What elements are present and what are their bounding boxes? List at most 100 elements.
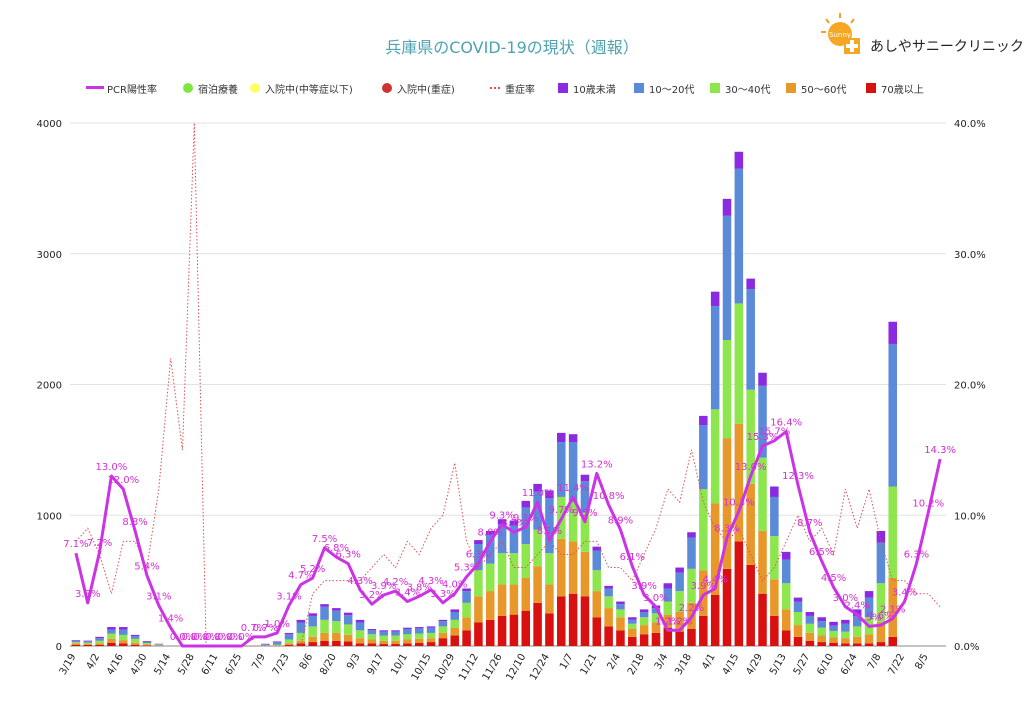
- bar-segment: [722, 438, 732, 569]
- pcr-data-label: 3.2%: [359, 590, 384, 601]
- pcr-data-label: 3.3%: [430, 589, 455, 600]
- bar-segment: [592, 550, 602, 571]
- pcr-data-label: 4.4%: [702, 574, 727, 585]
- bar-segment: [533, 529, 542, 567]
- bar-segment: [391, 644, 400, 646]
- bar-segment: [699, 615, 708, 646]
- bar-segment: [130, 634, 140, 637]
- bar-segment: [367, 629, 377, 631]
- bar-segment: [841, 638, 850, 644]
- bar-segment: [438, 638, 448, 646]
- pcr-data-label: 4.2%: [383, 577, 408, 588]
- bar-segment: [142, 641, 152, 643]
- bar-segment: [379, 644, 388, 646]
- pcr-data-label: 8.1%: [537, 526, 562, 537]
- y-tick-left: 2000: [37, 381, 62, 392]
- bar-segment: [604, 588, 613, 597]
- bar-segment: [770, 486, 779, 497]
- bar-segment: [710, 595, 720, 646]
- bar-segment: [639, 612, 649, 618]
- bar-segment: [675, 612, 684, 632]
- bar-segment: [710, 291, 720, 307]
- bar-segment: [616, 617, 625, 631]
- legend-swatch: [866, 83, 876, 93]
- bar-segment: [852, 636, 862, 644]
- bar-segment: [119, 627, 128, 630]
- bar-segment: [83, 640, 93, 642]
- pcr-data-label: 14.3%: [924, 445, 956, 456]
- bar-segment: [710, 306, 720, 410]
- bar-segment: [888, 636, 897, 646]
- bar-segment: [355, 619, 365, 623]
- brand-name: あしやサニークリニック: [870, 39, 1024, 55]
- bar-segment: [628, 629, 637, 637]
- bar-segment: [462, 630, 471, 646]
- bar-segment: [734, 303, 744, 424]
- bar-segment: [379, 631, 388, 636]
- pcr-data-label: 3.0%: [833, 593, 858, 604]
- bar-segment: [876, 530, 886, 543]
- bar-segment: [142, 644, 152, 646]
- pcr-data-label: 1.6%: [868, 611, 893, 622]
- bar-segment: [699, 489, 708, 571]
- x-tick-label: 6/24: [839, 652, 860, 677]
- bar-segment: [758, 385, 767, 458]
- bar-segment: [308, 626, 317, 637]
- bar-segment: [687, 629, 696, 646]
- bar-segment: [403, 627, 412, 630]
- bar-segment: [758, 593, 767, 646]
- pcr-data-label: 6.5%: [809, 547, 834, 558]
- bar-segment: [734, 168, 744, 304]
- bar-segment: [533, 602, 542, 646]
- bar-segment: [663, 627, 673, 646]
- legend-swatch: [786, 83, 796, 93]
- bar-segment: [793, 601, 803, 613]
- bar-segment: [746, 278, 755, 290]
- bar-segment: [616, 609, 625, 618]
- x-tick-label: 10/29: [433, 652, 457, 682]
- bar-segment: [320, 640, 329, 646]
- bar-segment: [308, 615, 317, 627]
- bar-segment: [616, 604, 625, 610]
- bar-segment: [450, 627, 459, 636]
- bar-segment: [876, 583, 886, 623]
- legend: PCR陽性率 宿泊療養 入院中(中等症以下) 入院中(重症) 重症率 10歳未満 10～20…: [86, 80, 992, 96]
- bar-segment: [320, 619, 329, 633]
- x-tick-label: 12/24: [528, 652, 552, 682]
- bar-segment: [675, 631, 684, 646]
- pcr-data-label: 3.1%: [276, 591, 301, 602]
- legend-swatch: [86, 86, 104, 89]
- x-tick-label: 10/15: [410, 652, 434, 682]
- pcr-data-label: 3.9%: [631, 581, 656, 592]
- bar-segment: [639, 625, 649, 635]
- x-tick-label: 2/4: [605, 652, 623, 671]
- bar-segment: [805, 612, 815, 616]
- bar-segment: [284, 644, 294, 646]
- bar-segment: [462, 591, 471, 603]
- bar-segment: [557, 432, 566, 443]
- bar-segment: [71, 643, 81, 645]
- pcr-data-label: 3.9%: [691, 581, 716, 592]
- bar-segment: [557, 538, 566, 597]
- x-tick-label: 9/17: [366, 652, 387, 677]
- bar-segment: [580, 551, 590, 597]
- bar-segment: [497, 553, 507, 585]
- bar-segment: [343, 641, 353, 646]
- bar-segment: [107, 633, 116, 639]
- bar-segment: [450, 609, 459, 613]
- x-tick-label: 4/16: [105, 652, 126, 677]
- bar-segment: [142, 645, 152, 646]
- bar-segment: [699, 570, 708, 616]
- bar-segment: [568, 442, 578, 503]
- pcr-data-label: 0.0%: [205, 632, 230, 643]
- bar-segment: [746, 483, 755, 565]
- bar-segment: [604, 585, 613, 589]
- x-tick-label: 4/2: [85, 652, 103, 671]
- bar-segment: [485, 619, 495, 646]
- bar-segment: [545, 613, 554, 646]
- bar-segment: [296, 640, 306, 644]
- x-tick-label: 7/9: [250, 652, 268, 671]
- x-tick-label: 12/10: [504, 652, 528, 682]
- pcr-data-label: 15.7%: [758, 427, 790, 438]
- x-tick-label: 2/18: [626, 652, 647, 677]
